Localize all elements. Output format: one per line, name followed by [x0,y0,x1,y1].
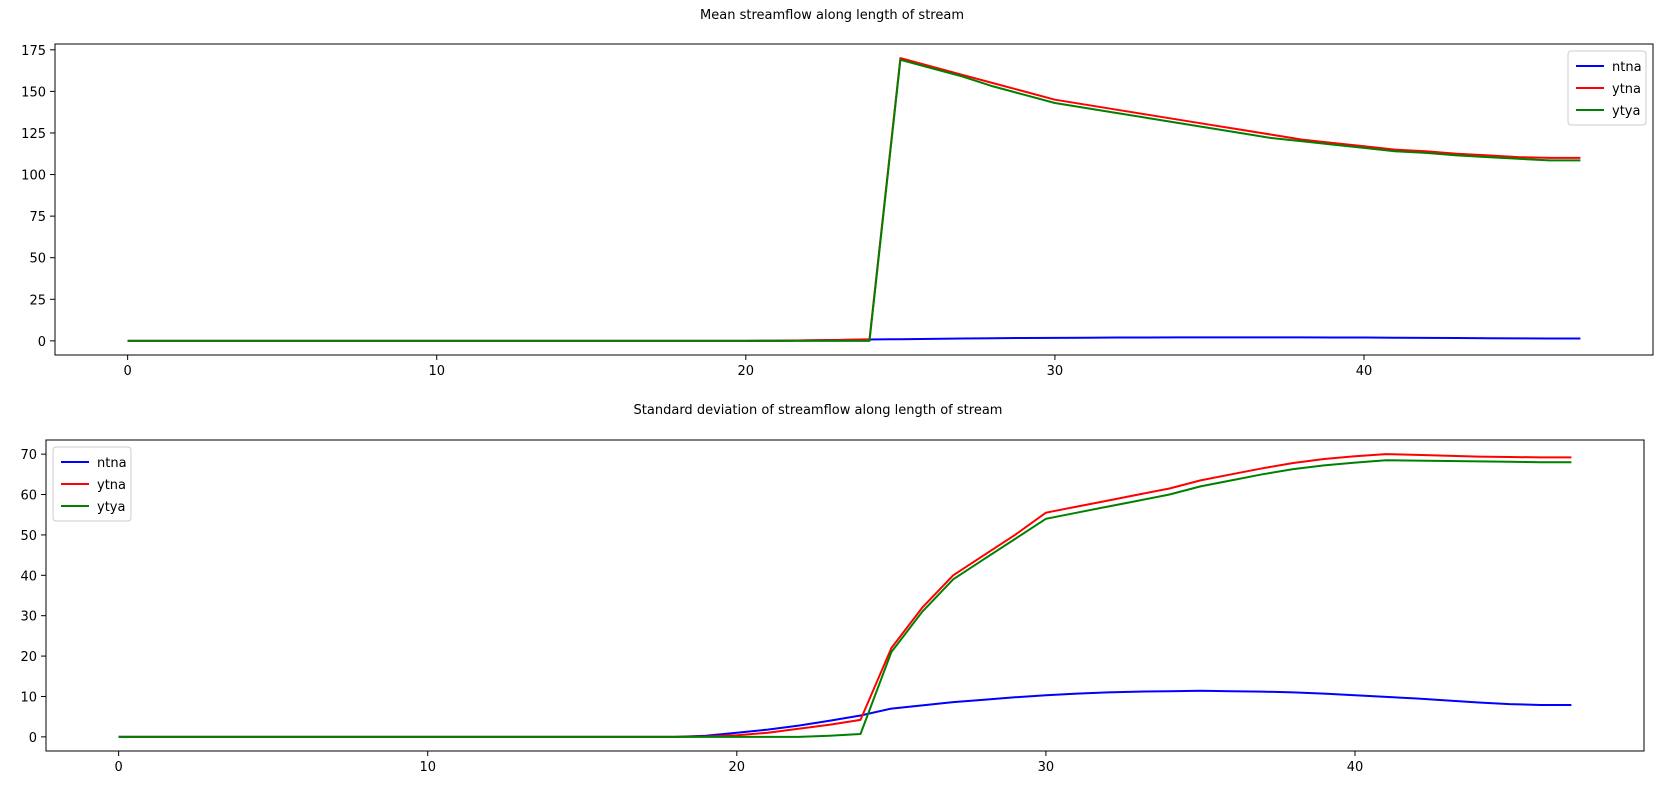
legend-label-ytya: ytya [97,500,125,515]
axis-ticks: 0 10 20 30 40 0 10 20 30 40 50 60 70 [20,448,1363,775]
y-tick-label: 125 [21,127,46,142]
series-lines [127,57,1581,342]
y-tick-label: 10 [20,690,37,705]
series-line-ytya [127,58,1581,342]
axes-frame [54,43,1654,356]
y-tick-label: 50 [29,252,46,267]
y-tick-label: 40 [20,569,37,584]
series-lines [118,453,1572,738]
chart-title: Standard deviation of streamflow along l… [634,403,1003,418]
series-line-ntna [118,689,1572,738]
x-tick-label: 0 [114,760,122,775]
legend-label-ntna: ntna [1612,60,1642,75]
legend-box [1567,50,1647,126]
legend: ntna ytna ytya [1567,50,1647,126]
x-tick-label: 0 [123,364,131,379]
legend-label-ntna: ntna [97,456,127,471]
axis-ticks: 0 10 20 30 40 0 25 50 75 100 125 150 175 [21,44,1372,379]
legend-box [52,446,132,522]
legend-label-ytya: ytya [1612,104,1640,119]
y-tick-label: 150 [21,85,46,100]
x-tick-label: 30 [1047,364,1064,379]
legend-label-ytna: ytna [1612,82,1641,97]
y-tick-label: 20 [20,650,37,665]
legend-label-ytna: ytna [97,478,126,493]
y-tick-label: 175 [21,44,46,59]
x-tick-label: 30 [1038,760,1055,775]
x-tick-label: 20 [738,364,755,379]
std-streamflow-subplot: Standard deviation of streamflow along l… [20,403,1645,775]
x-tick-label: 40 [1347,760,1364,775]
y-tick-label: 70 [20,448,37,463]
axes-frame [45,439,1645,752]
y-tick-label: 50 [20,529,37,544]
y-tick-label: 0 [38,335,46,350]
mean-streamflow-subplot: Mean streamflow along length of stream 0… [21,8,1654,379]
x-tick-label: 10 [419,760,436,775]
series-line-ytna [127,57,1581,342]
x-tick-label: 10 [428,364,445,379]
y-tick-label: 25 [29,293,46,308]
y-tick-label: 75 [29,210,46,225]
chart-title: Mean streamflow along length of stream [700,8,964,23]
legend: ntna ytna ytya [52,446,132,522]
x-tick-label: 20 [729,760,746,775]
series-line-ytya [118,459,1572,738]
y-tick-label: 60 [20,489,37,504]
y-tick-label: 0 [29,731,37,746]
x-tick-label: 40 [1356,364,1373,379]
y-tick-label: 100 [21,169,46,184]
y-tick-label: 30 [20,610,37,625]
